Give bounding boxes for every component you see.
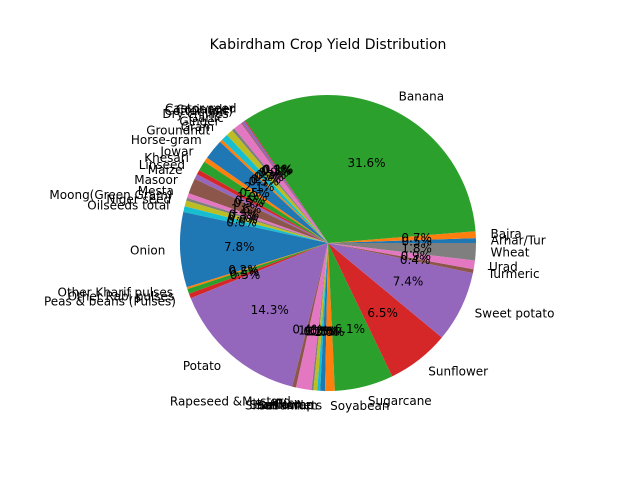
slice-label-sweet-potato: Sweet potato: [475, 307, 555, 321]
slice-label-urad: Urad: [489, 260, 518, 274]
percent-label-banana: 31.6%: [347, 156, 385, 170]
slice-label-banana: Banana: [399, 89, 445, 103]
percent-label-sugarcane: 6.1%: [335, 322, 366, 336]
percent-label-wheat: 1.8%: [401, 241, 432, 255]
slice-label-sunflower: Sunflower: [428, 364, 488, 378]
percent-label-peas-beans-pulses: 0.5%: [230, 268, 261, 282]
percent-label-onion: 7.8%: [224, 240, 255, 254]
slice-label-wheat: Wheat: [491, 246, 530, 260]
chart-title: Kabirdham Crop Yield Distribution: [210, 37, 447, 53]
slice-label-peas-beans-pulses: Peas & beans (Pulses): [44, 294, 176, 308]
slice-label-sugarcane: Sugarcane: [368, 394, 432, 408]
slice-label-potato: Potato: [183, 359, 221, 373]
percent-label-sweet-potato: 7.4%: [393, 275, 424, 289]
slice-label-bajra: Bajra: [491, 227, 522, 241]
percent-label-oilseeds-total: 0.6%: [226, 216, 257, 230]
slice-label-onion: Onion: [130, 244, 165, 258]
slice-label-small-millets: Small millets: [245, 399, 322, 413]
percent-label-sunflower: 6.5%: [367, 306, 398, 320]
slice-label-oilseeds-total: Oilseeds total: [87, 199, 169, 213]
percent-label-potato: 14.3%: [251, 303, 289, 317]
